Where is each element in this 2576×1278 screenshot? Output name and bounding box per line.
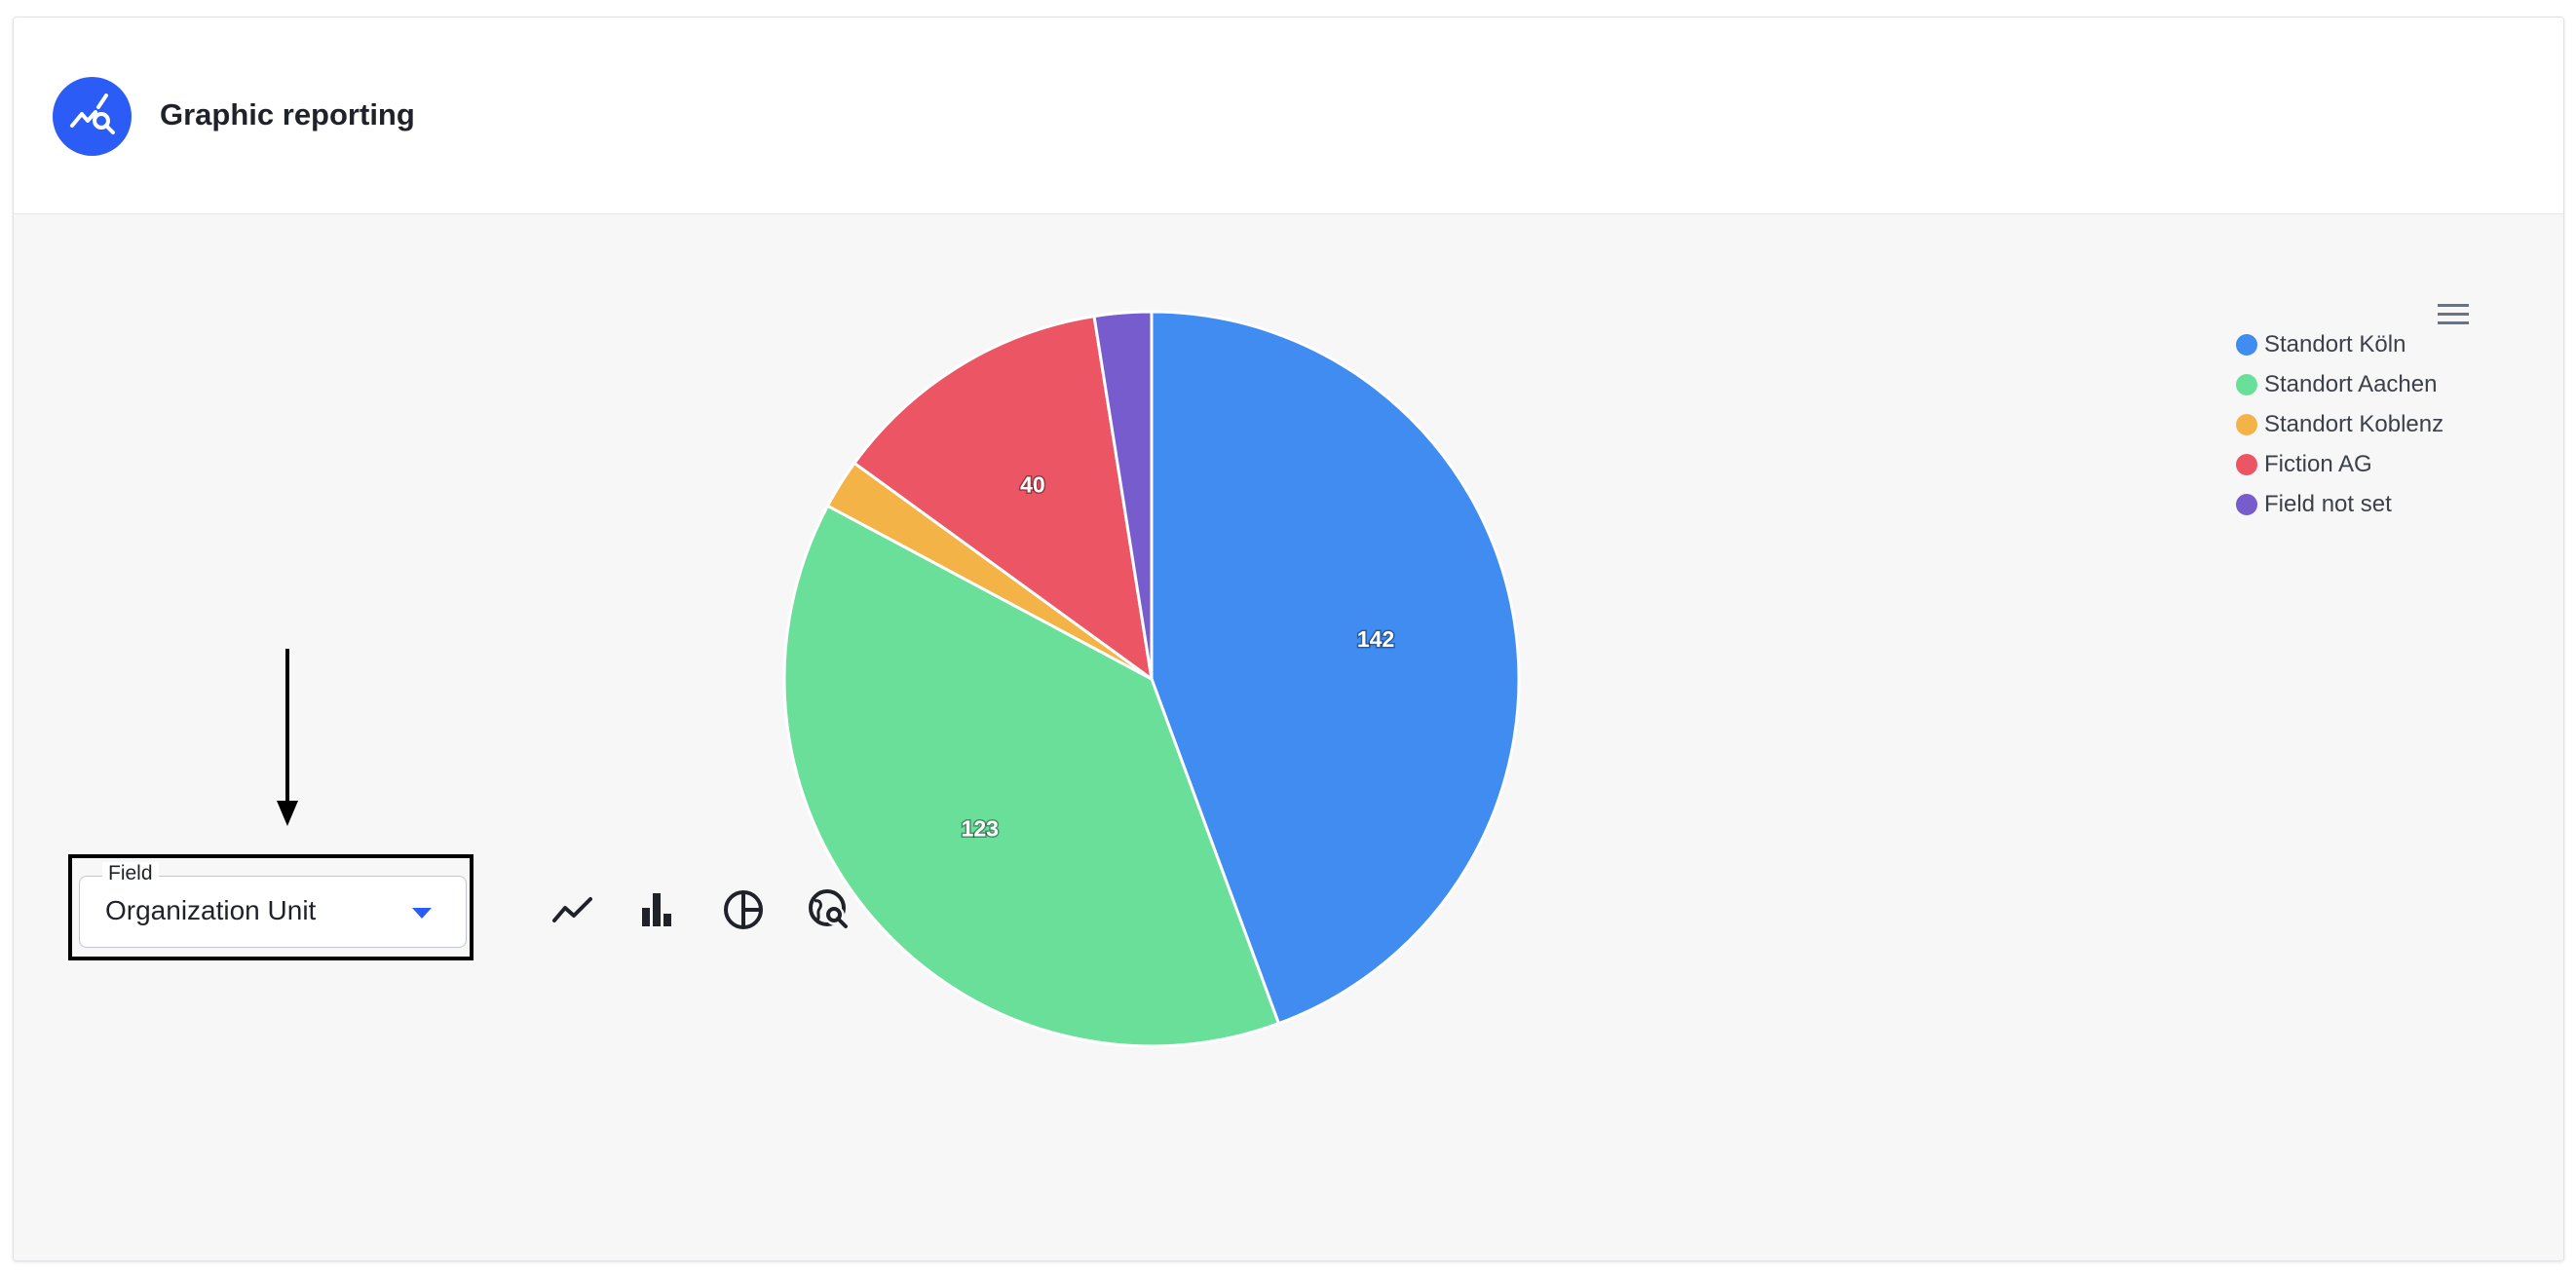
field-highlight-box bbox=[68, 854, 474, 960]
chart-legend: Standort Köln Standort Aachen Standort Kob… bbox=[2236, 324, 2443, 524]
pie-slice[interactable] bbox=[1092, 310, 1154, 680]
legend-item[interactable]: Field not set bbox=[2236, 484, 2443, 524]
legend-swatch bbox=[2236, 493, 2257, 515]
pie-data-label: 40 bbox=[1020, 472, 1045, 498]
chevron-down-icon[interactable] bbox=[410, 906, 434, 920]
pie-chart-icon[interactable] bbox=[721, 887, 766, 932]
line-chart-icon[interactable] bbox=[550, 887, 595, 932]
legend-swatch bbox=[2236, 453, 2257, 475]
legend-item[interactable]: Standort Koblenz bbox=[2236, 404, 2443, 444]
bar-chart-icon[interactable] bbox=[635, 887, 680, 932]
pie-data-label: 123 bbox=[962, 816, 999, 842]
field-select[interactable] bbox=[79, 876, 467, 948]
graphic-reporting-card: Graphic reporting 142 123 40 Standort Köln… bbox=[13, 17, 2564, 1261]
analytics-search-icon bbox=[53, 77, 132, 156]
legend-label: Standort Köln bbox=[2264, 330, 2406, 357]
legend-item[interactable]: Fiction AG bbox=[2236, 444, 2443, 484]
pie-slice[interactable] bbox=[782, 504, 1281, 1048]
field-value: Organization Unit bbox=[105, 895, 317, 925]
legend-item[interactable]: Standort Aachen bbox=[2236, 364, 2443, 404]
legend-label: Field not set bbox=[2264, 490, 2392, 517]
page-title: Graphic reporting bbox=[160, 97, 415, 132]
map-search-icon[interactable] bbox=[807, 887, 852, 932]
legend-item[interactable]: Standort Köln bbox=[2236, 324, 2443, 364]
legend-swatch bbox=[2236, 413, 2257, 435]
card-header: Graphic reporting bbox=[14, 18, 2563, 214]
hamburger-menu-icon[interactable] bbox=[2434, 300, 2473, 329]
legend-swatch bbox=[2236, 333, 2257, 356]
arrow-down-icon bbox=[277, 649, 298, 826]
pie-data-label: 142 bbox=[1357, 626, 1394, 652]
pie-slice[interactable] bbox=[852, 314, 1155, 683]
pie-slice[interactable] bbox=[1150, 310, 1521, 1026]
legend-label: Standort Koblenz bbox=[2264, 410, 2444, 437]
chart-area: 142 123 40 Standort Köln Standort Aachen Sta… bbox=[14, 214, 2563, 1260]
legend-label: Standort Aachen bbox=[2264, 370, 2438, 397]
pie-chart: 142 123 40 bbox=[782, 310, 1521, 1048]
legend-label: Fiction AG bbox=[2264, 450, 2372, 477]
field-label: Field bbox=[102, 862, 159, 885]
legend-swatch bbox=[2236, 373, 2257, 395]
